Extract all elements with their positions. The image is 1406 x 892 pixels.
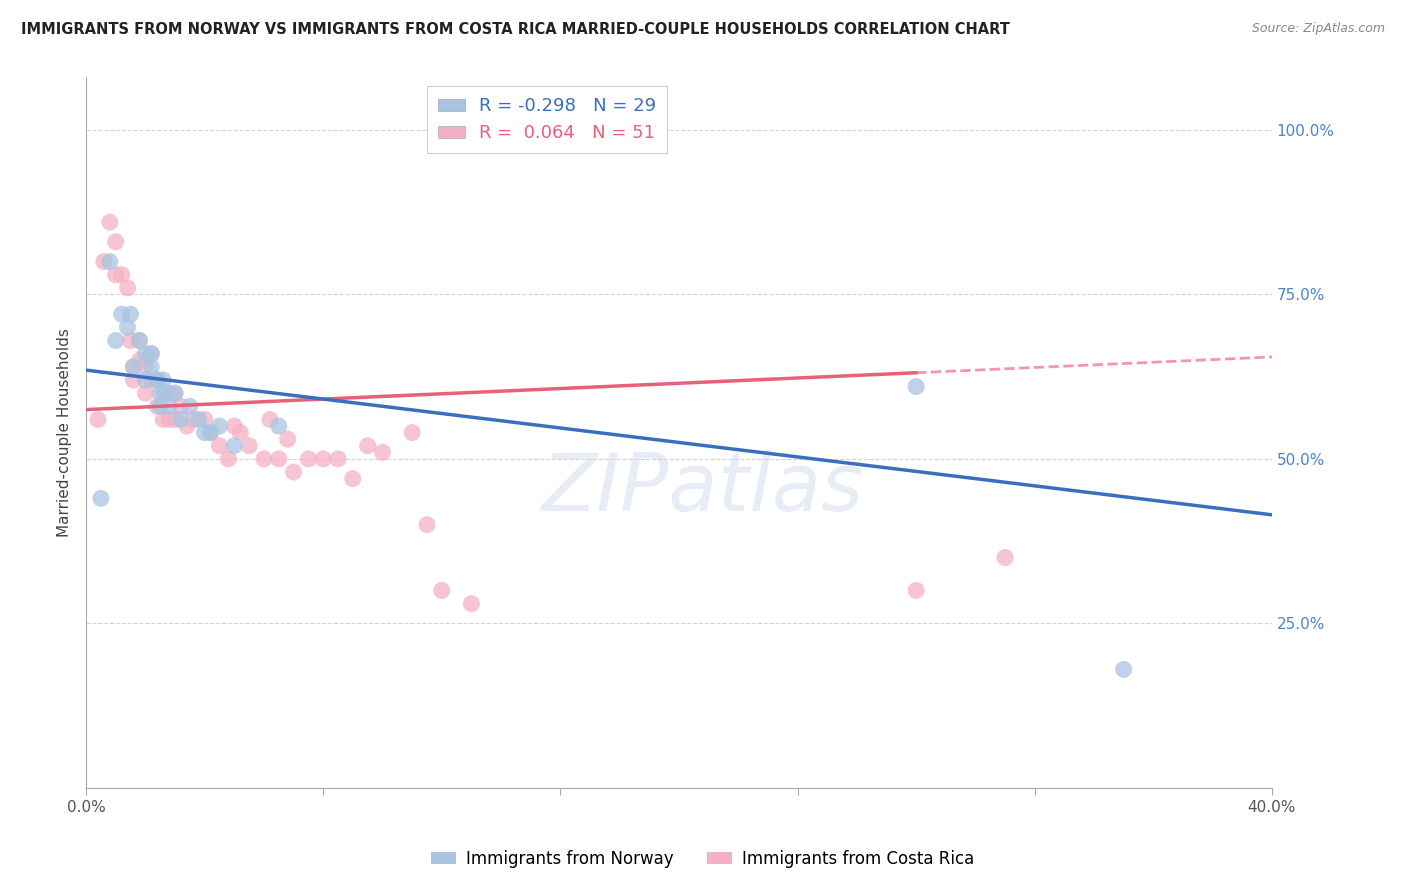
Legend: Immigrants from Norway, Immigrants from Costa Rica: Immigrants from Norway, Immigrants from … (425, 844, 981, 875)
Point (141, 346, 163, 360)
Point (163, 386, 186, 401)
Point (104, 268, 127, 282)
Point (157, 399, 180, 413)
Point (117, 320, 139, 334)
Point (120, 334, 142, 348)
Point (157, 412, 180, 426)
Point (146, 373, 169, 387)
Point (128, 353, 150, 368)
Point (134, 373, 156, 387)
Point (117, 281, 139, 295)
Point (430, 583, 453, 598)
Point (905, 583, 928, 598)
Point (170, 399, 193, 413)
Point (104, 235, 127, 249)
Point (224, 439, 246, 453)
Point (342, 472, 364, 486)
Point (297, 451, 319, 466)
Point (179, 399, 201, 413)
Point (134, 346, 156, 360)
Point (120, 307, 142, 321)
Point (90, 491, 112, 506)
Point (104, 334, 127, 348)
Point (141, 373, 163, 387)
Point (152, 412, 174, 426)
Point (217, 451, 239, 466)
Point (141, 359, 163, 374)
Point (208, 439, 231, 453)
Point (176, 419, 198, 434)
Point (194, 425, 217, 440)
Point (253, 451, 276, 466)
Point (259, 412, 281, 426)
Point (149, 399, 172, 413)
Point (312, 451, 335, 466)
Point (152, 373, 174, 387)
Point (357, 439, 380, 453)
Point (1112, 662, 1135, 676)
Point (460, 597, 482, 611)
Point (122, 359, 145, 374)
Point (152, 386, 174, 401)
Point (141, 346, 163, 360)
Point (149, 386, 172, 401)
Point (134, 386, 156, 401)
Point (187, 412, 209, 426)
Point (98, 254, 121, 268)
Point (128, 334, 150, 348)
Point (194, 412, 217, 426)
Point (267, 419, 290, 434)
Point (238, 439, 260, 453)
Point (93, 254, 115, 268)
Y-axis label: Married-couple Households: Married-couple Households (58, 328, 72, 537)
Point (416, 517, 439, 532)
Point (155, 386, 177, 401)
Point (267, 451, 290, 466)
Point (326, 451, 349, 466)
Text: Source: ZipAtlas.com: Source: ZipAtlas.com (1251, 22, 1385, 36)
Point (157, 386, 180, 401)
Point (87, 412, 110, 426)
Point (163, 386, 186, 401)
Point (128, 334, 150, 348)
Point (200, 425, 222, 440)
Point (134, 359, 156, 374)
Point (170, 412, 193, 426)
Point (122, 359, 145, 374)
Point (98, 215, 121, 229)
Text: ZIPatlas: ZIPatlas (541, 450, 863, 528)
Point (122, 373, 145, 387)
Point (111, 307, 134, 321)
Point (163, 412, 186, 426)
Point (905, 379, 928, 393)
Point (283, 465, 305, 479)
Text: IMMIGRANTS FROM NORWAY VS IMMIGRANTS FROM COSTA RICA MARRIED-COUPLE HOUSEHOLDS C: IMMIGRANTS FROM NORWAY VS IMMIGRANTS FRO… (21, 22, 1010, 37)
Legend: R = -0.298   N = 29, R =  0.064   N = 51: R = -0.298 N = 29, R = 0.064 N = 51 (427, 87, 668, 153)
Point (200, 425, 222, 440)
Point (208, 419, 231, 434)
Point (224, 419, 246, 434)
Point (277, 432, 299, 446)
Point (111, 268, 134, 282)
Point (401, 425, 423, 440)
Point (229, 425, 252, 440)
Point (146, 399, 169, 413)
Point (371, 445, 394, 459)
Point (181, 412, 204, 426)
Point (994, 550, 1017, 565)
Point (146, 373, 169, 387)
